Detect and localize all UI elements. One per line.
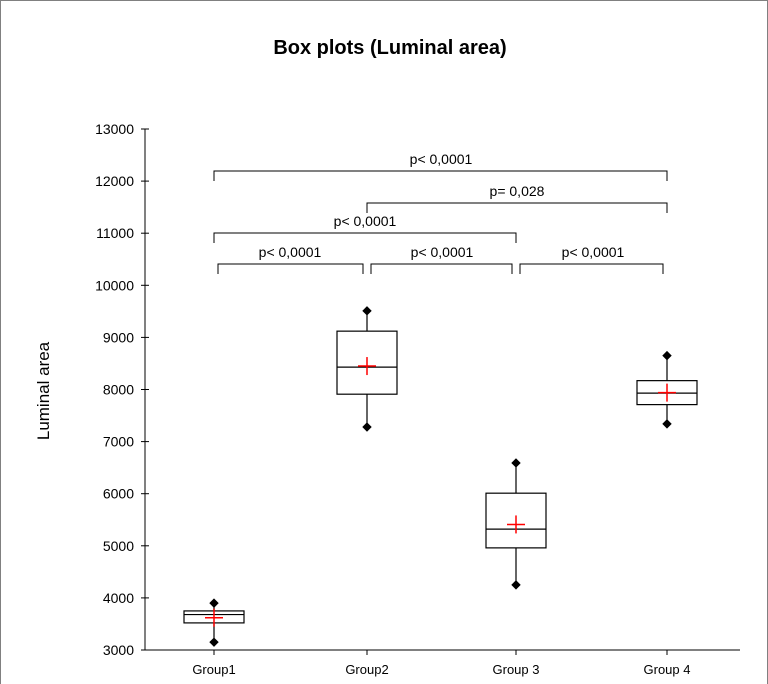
box-3 bbox=[485, 458, 547, 590]
boxes bbox=[183, 306, 698, 647]
box-4 bbox=[636, 350, 698, 429]
whisker-end-marker bbox=[662, 419, 672, 429]
y-tick-label: 5000 bbox=[103, 538, 134, 554]
significance-bracket bbox=[217, 263, 364, 274]
whisker-end-marker bbox=[362, 422, 372, 432]
box-1 bbox=[183, 598, 245, 647]
whisker-end-marker bbox=[209, 598, 219, 608]
significance-bracket bbox=[519, 263, 664, 274]
y-tick-label: 4000 bbox=[103, 590, 134, 606]
y-tick-label: 7000 bbox=[103, 434, 134, 450]
y-axis-label: Luminal area bbox=[34, 341, 53, 440]
y-tick-label: 12000 bbox=[95, 173, 134, 189]
significance-bracket bbox=[366, 202, 668, 213]
y-tick-label: 8000 bbox=[103, 382, 134, 398]
x-tick-label: Group2 bbox=[345, 662, 388, 677]
whisker-end-marker bbox=[662, 350, 672, 361]
significance-label: p< 0,0001 bbox=[334, 213, 397, 229]
y-tick-label: 10000 bbox=[95, 277, 134, 293]
chart-title: Box plots (Luminal area) bbox=[273, 37, 506, 59]
significance-label: p< 0,0001 bbox=[259, 244, 322, 260]
significance-label: p< 0,0001 bbox=[411, 244, 474, 260]
significance-brackets: p< 0,0001 p< 0,0001 p< 0,0001 p< 0,0001 p= 0… bbox=[213, 151, 668, 274]
y-tick-label: 9000 bbox=[103, 329, 134, 345]
y-tick-label: 11000 bbox=[96, 225, 134, 241]
y-tick-label: 6000 bbox=[103, 486, 134, 502]
x-tick-label: Group 4 bbox=[644, 662, 691, 677]
whisker-end-marker bbox=[511, 458, 521, 468]
x-tick-label: Group1 bbox=[192, 662, 235, 677]
x-tick-label: Group 3 bbox=[493, 662, 540, 677]
significance-bracket bbox=[370, 263, 513, 274]
iqr-box bbox=[485, 492, 547, 549]
significance-bracket bbox=[213, 170, 668, 181]
y-tick-label: 13000 bbox=[95, 121, 134, 137]
significance-label: p< 0,0001 bbox=[410, 151, 473, 167]
significance-label: p< 0,0001 bbox=[562, 244, 625, 260]
axes: 3000 4000 5000 6000 7000 8000 9000 10000 11000 12… bbox=[95, 121, 740, 677]
y-tick-label: 3000 bbox=[103, 642, 134, 658]
whisker-end-marker bbox=[209, 637, 219, 647]
whisker-end-marker bbox=[362, 306, 372, 316]
whisker-end-marker bbox=[511, 580, 521, 590]
significance-bracket bbox=[213, 232, 517, 243]
significance-label: p= 0,028 bbox=[490, 183, 545, 199]
box-2 bbox=[336, 306, 398, 432]
